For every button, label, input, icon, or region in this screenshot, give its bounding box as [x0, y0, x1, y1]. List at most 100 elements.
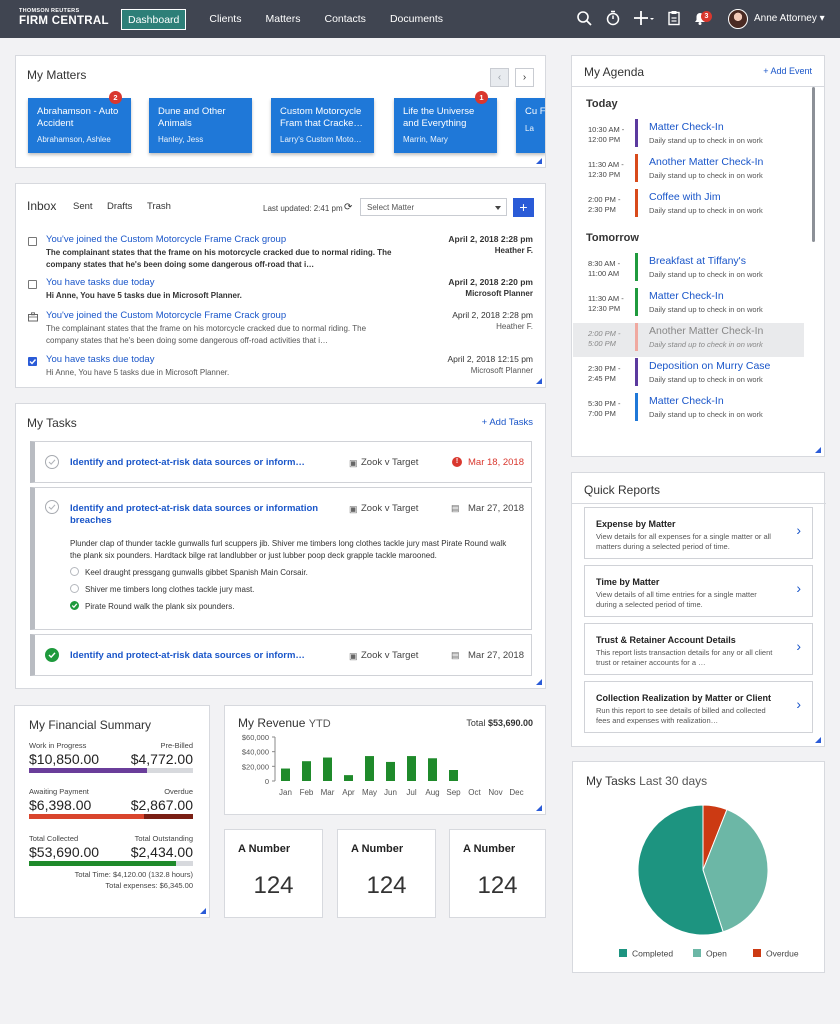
- message-checkbox[interactable]: [28, 237, 37, 246]
- matter-select[interactable]: Select Matter: [360, 198, 507, 216]
- event-desc: Daily stand up to check in on work: [649, 270, 763, 279]
- agenda-event[interactable]: 8:30 AM -11:00 AM Breakfast at Tiffany's D…: [573, 253, 805, 287]
- message-subject[interactable]: You have tasks due today: [46, 277, 155, 288]
- inbox-message[interactable]: You've joined the Custom Motorcycle Fram…: [28, 310, 533, 345]
- event-title[interactable]: Coffee with Jim: [649, 191, 721, 203]
- task-item[interactable]: Identify and protect-at-risk data source…: [30, 634, 532, 676]
- task-item[interactable]: Identify and protect-at-risk data source…: [30, 441, 532, 483]
- pie-slice-open[interactable]: [702, 808, 769, 933]
- avatar[interactable]: [728, 9, 748, 29]
- add-new-icon[interactable]: [633, 10, 655, 26]
- event-title[interactable]: Matter Check-In: [649, 395, 724, 407]
- compose-button[interactable]: +: [513, 198, 534, 217]
- agenda-event[interactable]: 2:00 PM -5:00 PM Another Matter Check-In D…: [573, 323, 804, 357]
- agenda-event[interactable]: 2:00 PM -2:30 PM Coffee with Jim Daily sta…: [573, 189, 805, 223]
- message-checkbox[interactable]: [28, 280, 37, 289]
- message-subject[interactable]: You've joined the Custom Motorcycle Fram…: [46, 234, 287, 245]
- pie-slice-completed[interactable]: [637, 804, 724, 936]
- event-title[interactable]: Matter Check-In: [649, 121, 724, 133]
- collected-label: Total Collected: [29, 834, 79, 843]
- subtask-checkbox[interactable]: [70, 567, 79, 576]
- task-item-expanded[interactable]: Identify and protect-at-risk data source…: [30, 487, 532, 630]
- revenue-bar[interactable]: [386, 761, 395, 781]
- subtask-checkbox[interactable]: [70, 584, 79, 593]
- revenue-bar[interactable]: [407, 756, 416, 781]
- task-checkbox[interactable]: [45, 455, 59, 469]
- revenue-bar[interactable]: [281, 768, 290, 781]
- search-icon[interactable]: [576, 10, 592, 26]
- matter-card[interactable]: Life the Universe and Everything Marrin, …: [394, 98, 497, 153]
- inbox-message[interactable]: You have tasks due today Hi Anne, You ha…: [28, 277, 533, 301]
- matter-card[interactable]: Cu Fr La: [516, 98, 545, 153]
- resize-handle[interactable]: [815, 447, 821, 453]
- event-title[interactable]: Breakfast at Tiffany's: [649, 255, 746, 267]
- resize-handle[interactable]: [536, 158, 542, 164]
- inbox-message[interactable]: You have tasks due today Hi Anne, You ha…: [28, 354, 533, 378]
- report-title: Expense by Matter: [596, 519, 676, 529]
- logo[interactable]: THOMSON REUTERS FIRM CENTRAL: [19, 8, 109, 27]
- report-expense-by-matter[interactable]: Expense by Matter View details for all ex…: [584, 507, 813, 559]
- number-card: A Number 124: [224, 829, 323, 918]
- user-menu[interactable]: Anne Attorney ▾: [754, 13, 825, 24]
- matter-card[interactable]: Dune and Other Animals Hanley, Jess: [149, 98, 252, 153]
- y-tick-label: 0: [265, 777, 269, 786]
- report-time-by-matter[interactable]: Time by Matter View details of all time e…: [584, 565, 813, 617]
- event-title[interactable]: Another Matter Check-In: [649, 156, 764, 168]
- agenda-event[interactable]: 5:30 PM -7:00 PM Matter Check-In Daily sta…: [573, 393, 805, 427]
- report-trust-retainer[interactable]: Trust & Retainer Account Details This rep…: [584, 623, 813, 675]
- clipboard-icon[interactable]: [666, 10, 682, 26]
- event-title[interactable]: Another Matter Check-In: [649, 325, 764, 337]
- task-title[interactable]: Identify and protect-at-risk data source…: [70, 503, 319, 526]
- agenda-event[interactable]: 11:30 AM -12:30 PM Another Matter Check-I…: [573, 154, 805, 188]
- prebilled-value: $4,772.00: [130, 751, 193, 767]
- tab-drafts[interactable]: Drafts: [107, 201, 133, 212]
- nav-clients[interactable]: Clients: [209, 13, 242, 25]
- revenue-bar[interactable]: [428, 758, 437, 781]
- next-matter-button[interactable]: ›: [515, 68, 534, 87]
- event-title[interactable]: Deposition on Murry Case: [649, 360, 771, 372]
- tab-sent[interactable]: Sent: [73, 201, 93, 212]
- resize-handle[interactable]: [815, 737, 821, 743]
- matter-card[interactable]: Abrahamson - Auto Accident Abrahamson, As…: [28, 98, 131, 153]
- message-checkbox[interactable]: [28, 357, 37, 366]
- agenda-event[interactable]: 11:30 AM -12:30 PM Matter Check-In Daily s…: [573, 288, 805, 322]
- nav-contacts[interactable]: Contacts: [324, 13, 366, 25]
- resize-handle[interactable]: [536, 679, 542, 685]
- report-collection-realization[interactable]: Collection Realization by Matter or Clie…: [584, 681, 813, 733]
- revenue-total-label: Total: [466, 718, 486, 728]
- subtask-checkbox[interactable]: [70, 601, 79, 610]
- message-subject[interactable]: You have tasks due today: [46, 354, 155, 365]
- tab-trash[interactable]: Trash: [147, 201, 171, 212]
- resize-handle[interactable]: [536, 805, 542, 811]
- revenue-bar[interactable]: [365, 756, 374, 781]
- event-title[interactable]: Matter Check-In: [649, 290, 724, 302]
- refresh-icon[interactable]: ⟳: [344, 202, 353, 213]
- nav-dashboard[interactable]: Dashboard: [121, 9, 187, 30]
- revenue-bar[interactable]: [449, 770, 458, 781]
- notification-badge: 3: [701, 11, 712, 22]
- inbox-message[interactable]: You've joined the Custom Motorcycle Fram…: [28, 234, 533, 269]
- scrollbar[interactable]: [812, 87, 815, 242]
- matter-card[interactable]: Custom Motorcycle Fram that Cracke… Larry…: [271, 98, 374, 153]
- revenue-bar[interactable]: [323, 757, 332, 781]
- timer-icon[interactable]: [605, 10, 621, 26]
- add-event-link[interactable]: + Add Event: [763, 66, 812, 76]
- prev-matter-button[interactable]: ‹: [490, 68, 509, 87]
- agenda-event[interactable]: 10:30 AM -12:00 PM Matter Check-In Daily s…: [573, 119, 805, 153]
- task-title[interactable]: Identify and protect-at-risk data source…: [70, 650, 305, 661]
- resize-handle[interactable]: [200, 908, 206, 914]
- nav-documents[interactable]: Documents: [389, 13, 444, 25]
- message-subject[interactable]: You've joined the Custom Motorcycle Fram…: [46, 310, 287, 321]
- revenue-bar[interactable]: [302, 761, 311, 781]
- add-tasks-link[interactable]: + Add Tasks: [481, 417, 533, 428]
- agenda-event[interactable]: 2:30 PM -2:45 PM Deposition on Murry Case…: [573, 358, 805, 392]
- revenue-bar[interactable]: [344, 775, 353, 781]
- legend-label: Open: [706, 949, 727, 959]
- task-title[interactable]: Identify and protect-at-risk data source…: [70, 457, 305, 468]
- task-checkbox[interactable]: [45, 648, 59, 662]
- task-checkbox[interactable]: [45, 500, 59, 514]
- y-tick-label: $60,000: [242, 733, 269, 742]
- nav-matters[interactable]: Matters: [265, 13, 301, 25]
- main-nav: Dashboard Clients Matters Contacts Docum…: [121, 9, 456, 30]
- resize-handle[interactable]: [536, 378, 542, 384]
